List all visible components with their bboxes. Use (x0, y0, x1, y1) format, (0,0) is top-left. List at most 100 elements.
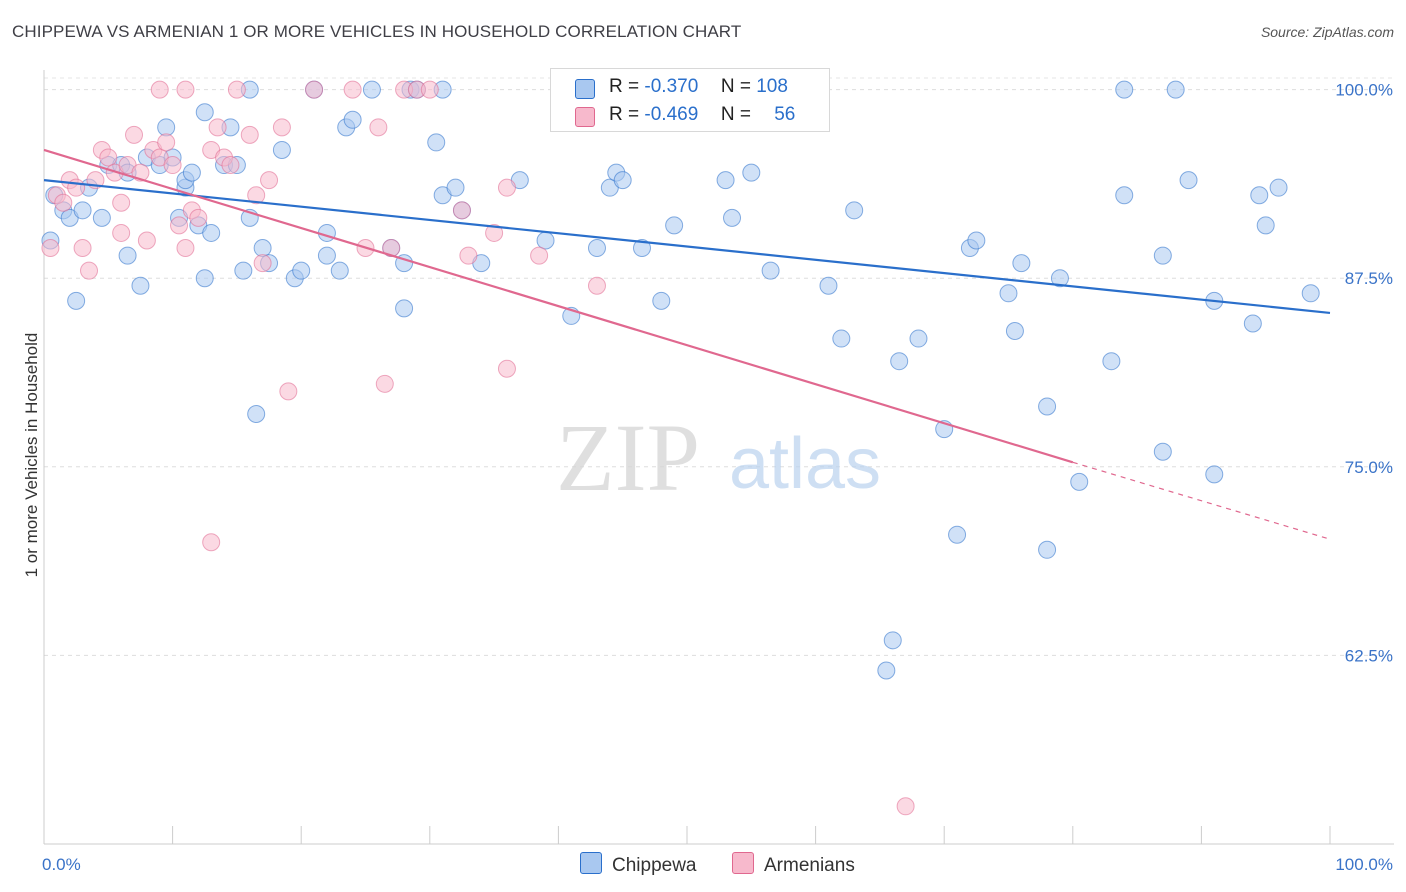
legend-n-label: N = (720, 76, 751, 97)
data-point (317, 246, 336, 265)
legend-n-value-chippewa: 108 (756, 76, 788, 97)
data-point (1050, 269, 1069, 288)
data-point (227, 80, 246, 99)
data-point (485, 223, 504, 242)
data-point (1153, 442, 1172, 461)
data-point (395, 299, 414, 318)
data-point (92, 208, 111, 227)
data-point (176, 80, 195, 99)
data-point (652, 291, 671, 310)
data-point (131, 276, 150, 295)
data-point (845, 201, 864, 220)
grid-lines (44, 77, 1394, 656)
data-point (112, 223, 131, 242)
data-point (909, 329, 928, 348)
data-point (247, 405, 266, 423)
data-point (150, 80, 169, 99)
stats-legend-row-chippewa: R = -0.370 N = 108 (551, 73, 829, 101)
trend-line-armenians (43, 148, 1074, 464)
data-point (253, 239, 272, 258)
data-point (382, 239, 401, 258)
legend-r-label: R = (609, 104, 640, 125)
watermark-zip: ZIP (556, 404, 700, 511)
data-point (1250, 186, 1269, 205)
data-point (723, 208, 742, 227)
data-point (305, 80, 324, 99)
data-point (272, 118, 291, 137)
data-point (1153, 246, 1172, 265)
bottom-legend-label-chippewa: Chippewa (612, 855, 697, 876)
data-point (157, 133, 176, 152)
data-point (1166, 80, 1185, 99)
axes (43, 70, 1394, 845)
data-point (343, 80, 362, 99)
data-point (883, 631, 902, 650)
chart-source: Source: ZipAtlas.com (1260, 24, 1394, 40)
data-point (1205, 465, 1224, 484)
data-point (170, 216, 189, 235)
data-point (665, 216, 684, 235)
data-point (948, 525, 967, 544)
data-point (896, 797, 915, 816)
data-point (195, 103, 214, 122)
data-point (253, 254, 272, 273)
data-point (182, 163, 201, 182)
data-point (1038, 540, 1057, 559)
data-point (832, 329, 851, 348)
data-point (1005, 322, 1024, 341)
data-point (1115, 186, 1134, 205)
data-point (118, 246, 137, 265)
data-point (1256, 216, 1275, 235)
data-point (240, 125, 259, 144)
data-point (279, 382, 298, 401)
data-point (221, 156, 240, 175)
data-point (497, 359, 516, 378)
data-point (536, 231, 555, 250)
data-point (189, 208, 208, 227)
data-point (80, 261, 99, 280)
data-point (530, 246, 549, 265)
data-point (330, 261, 349, 280)
data-point (1243, 314, 1262, 333)
trend-line-extension-armenians (1072, 461, 1331, 540)
data-point (1070, 472, 1089, 491)
bottom-legend-swatch-armenians (732, 852, 754, 874)
data-point (202, 223, 221, 242)
data-point (742, 163, 761, 182)
data-point (420, 80, 439, 99)
data-point (208, 118, 227, 137)
data-point (761, 261, 780, 280)
trend-line-chippewa (43, 179, 1331, 315)
data-point (1269, 178, 1288, 197)
data-point (1012, 254, 1031, 273)
legend-n-value-armenians: 56 (774, 104, 796, 125)
watermark-atlas: atlas (729, 424, 881, 504)
y-tick-label: 75.0% (1345, 458, 1393, 477)
data-point (362, 80, 381, 99)
data-point (890, 352, 909, 371)
legend-r-value-chippewa: -0.370 (644, 76, 699, 97)
watermark: ZIP atlas (556, 404, 881, 511)
data-point (41, 239, 60, 258)
stats-legend: R = -0.370 N = 108 R = -0.469 N = 56 (550, 68, 830, 132)
bottom-legend-chippewa: Chippewa (580, 852, 697, 877)
data-point (234, 261, 253, 280)
data-point (967, 231, 986, 250)
data-point (73, 201, 92, 220)
data-point (587, 239, 606, 258)
data-point (67, 178, 86, 197)
data-point (819, 276, 838, 295)
bottom-legend-label-armenians: Armenians (764, 855, 855, 876)
data-point (452, 201, 471, 220)
data-point (137, 231, 156, 250)
data-point (375, 374, 394, 393)
legend-r-value-armenians: -0.469 (644, 104, 699, 125)
x-tick-label: 0.0% (42, 855, 81, 874)
data-point (1301, 284, 1320, 303)
data-point (343, 110, 362, 129)
data-point (260, 171, 279, 190)
data-point (292, 261, 311, 280)
data-point (1038, 397, 1057, 416)
data-point (1179, 171, 1198, 190)
